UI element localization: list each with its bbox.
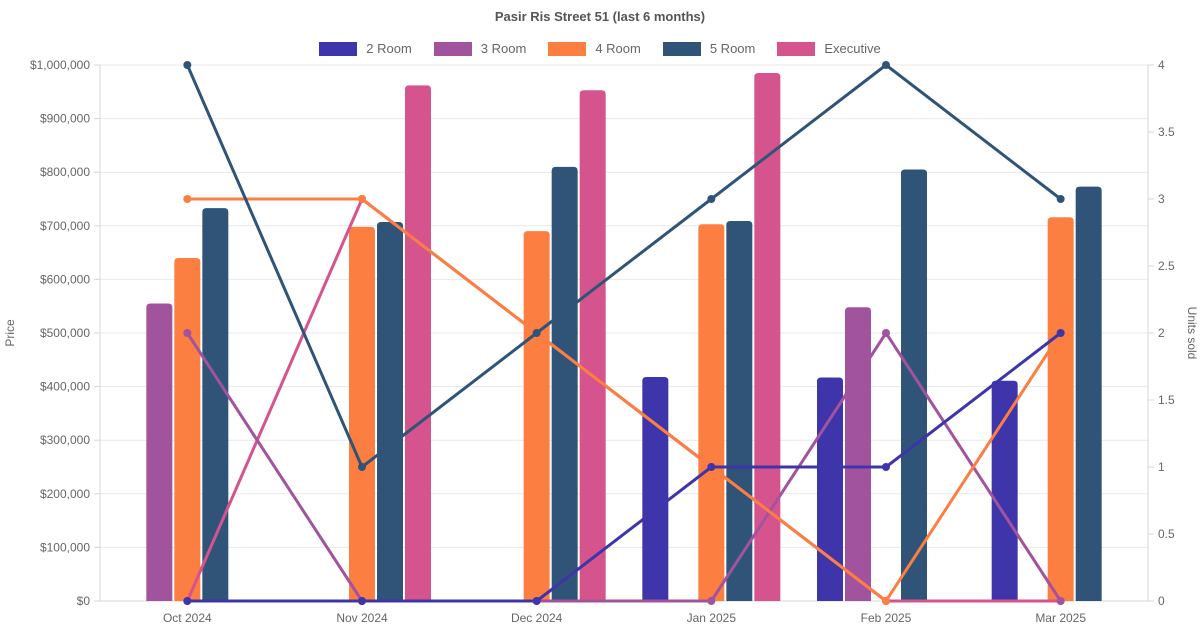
point-5-room-jan-2025[interactable] [707,195,716,203]
line-3-room[interactable] [185,331,1063,603]
line-2-room[interactable] [185,331,1063,603]
left-tick-label--800-000: $800,000 [40,165,90,179]
bar-4-room-nov-2024[interactable] [349,226,375,601]
legend-label-3-room: 3 Room [480,41,527,56]
right-axis-title: Units sold [1185,307,1199,360]
legend-swatch-4-room [548,41,587,56]
left-tick-label--700-000: $700,000 [40,219,90,233]
right-tick-label-0: 0 [1158,594,1165,608]
point-2-room-feb-2025[interactable] [882,463,890,471]
bar-3-room-oct-2024[interactable] [146,303,173,601]
legend-swatch-5-room [662,41,701,56]
bar-5-room-nov-2024[interactable] [377,222,403,601]
bar-5-room-feb-2025[interactable] [901,169,927,601]
bar-5-room-oct-2024[interactable] [202,208,229,601]
x-tick-label-dec-2024: Dec 2024 [511,611,563,625]
bar-executive-dec-2024[interactable] [579,90,606,601]
line-4-room[interactable] [185,197,1063,603]
left-tick-label--300-000: $300,000 [40,433,90,447]
chart-title: Pasir Ris Street 51 (last 6 months) [494,9,706,24]
bar-executive-nov-2024[interactable] [405,85,431,602]
right-tick-label-2: 2 [1158,326,1165,340]
bar-5-room-jan-2025[interactable] [726,220,753,601]
bar-4-room-jan-2025[interactable] [698,224,725,601]
bar-3-room-feb-2025[interactable] [845,307,871,601]
right-tick-label-1-5: 1.5 [1158,393,1175,407]
chart-legend: 2 Room 3 Room 4 Room 5 Room Executive [0,41,1200,56]
x-tick-label-oct-2024: Oct 2024 [163,611,212,625]
point-4-room-nov-2024[interactable] [358,195,366,203]
point-3-room-feb-2025[interactable] [882,329,890,337]
bar-2-room-feb-2025[interactable] [817,377,843,601]
point-5-room-oct-2024[interactable] [183,61,192,69]
left-tick-label--500-000: $500,000 [40,326,90,340]
x-tick-label-nov-2024: Nov 2024 [336,611,388,625]
right-tick-label-3: 3 [1158,192,1165,206]
legend-item-4-room[interactable]: 4 Room [543,41,646,56]
legend-item-2-room[interactable]: 2 Room [314,41,417,56]
right-tick-label-3-5: 3.5 [1158,125,1175,139]
point-3-room-jan-2025[interactable] [707,597,716,605]
left-tick-label--1-000-000: $1,000,000 [30,58,90,72]
left-axis-title: Price [3,319,17,347]
legend-item-executive[interactable]: Executive [772,41,885,56]
right-tick-label-2-5: 2.5 [1158,259,1175,273]
right-tick-label-0-5: 0.5 [1158,527,1175,541]
legend-swatch-2-room [319,41,358,56]
legend-swatch-executive [777,41,816,56]
right-tick-label-1: 1 [1158,460,1165,474]
point-4-room-feb-2025[interactable] [882,597,890,605]
left-tick-label--900-000: $900,000 [40,112,90,126]
point-5-room-feb-2025[interactable] [882,61,890,69]
legend-label-4-room: 4 Room [595,41,641,56]
left-tick-label--400-000: $400,000 [40,380,90,394]
x-tick-label-feb-2025: Feb 2025 [861,611,912,625]
line-5-room[interactable] [185,63,1063,469]
right-tick-label-4: 4 [1158,58,1165,72]
legend-swatch-3-room [433,41,472,56]
point-2-room-nov-2024[interactable] [358,597,366,605]
legend-item-3-room[interactable]: 3 Room [429,41,532,56]
bar-2-room-mar-2025[interactable] [991,380,1018,601]
point-5-room-mar-2025[interactable] [1056,195,1065,203]
point-3-room-mar-2025[interactable] [1056,597,1065,605]
x-tick-label-jan-2025: Jan 2025 [687,611,737,625]
left-tick-label--600-000: $600,000 [40,272,90,286]
point-2-room-oct-2024[interactable] [183,597,192,605]
point-5-room-dec-2024[interactable] [532,329,541,337]
left-tick-label--100-000: $100,000 [40,540,90,554]
point-3-room-oct-2024[interactable] [183,329,192,337]
bar-5-room-dec-2024[interactable] [551,166,578,601]
point-2-room-jan-2025[interactable] [707,463,716,471]
left-tick-label--200-000: $200,000 [40,487,90,501]
bar-5-room-mar-2025[interactable] [1075,186,1102,601]
point-2-room-mar-2025[interactable] [1056,329,1065,337]
left-tick-label--0: $0 [77,594,91,608]
point-4-room-oct-2024[interactable] [183,195,192,203]
bar-2-room-jan-2025[interactable] [642,376,669,601]
bar-4-room-oct-2024[interactable] [174,257,201,601]
point-5-room-nov-2024[interactable] [358,463,366,471]
point-2-room-dec-2024[interactable] [532,597,541,605]
legend-label-2-room: 2 Room [366,41,412,56]
legend-label-5-room: 5 Room [709,41,756,56]
bar-executive-jan-2025[interactable] [754,73,781,602]
bar-4-room-mar-2025[interactable] [1047,217,1074,601]
legend-label-executive: Executive [824,41,881,56]
bar-4-room-dec-2024[interactable] [523,231,550,601]
x-tick-label-mar-2025: Mar 2025 [1035,611,1086,625]
legend-item-5-room[interactable]: 5 Room [658,41,761,56]
